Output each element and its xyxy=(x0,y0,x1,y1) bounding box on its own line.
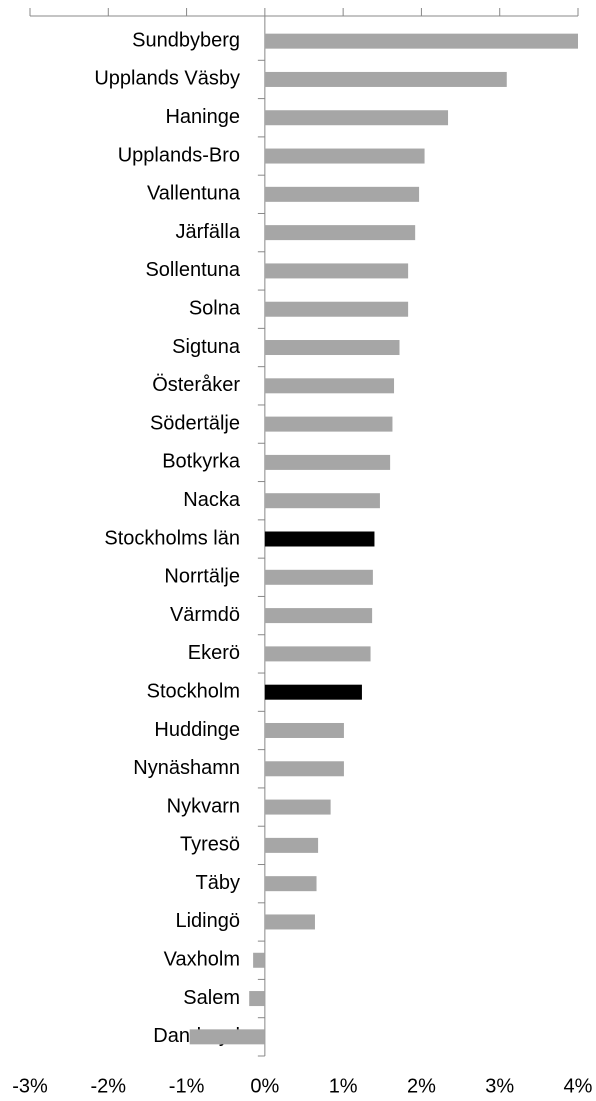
y-tick-label: Upplands Väsby xyxy=(94,68,240,90)
x-tick-label: 0% xyxy=(250,1075,279,1097)
y-tick-label: Tyresö xyxy=(180,834,240,856)
bar xyxy=(264,799,331,815)
bar xyxy=(264,837,319,853)
y-tick-label: Upplands-Bro xyxy=(118,144,240,166)
x-tick-label: 1% xyxy=(329,1075,358,1097)
x-tick-label: -1% xyxy=(169,1075,205,1097)
bar xyxy=(264,110,449,126)
y-tick-label: Lidingö xyxy=(175,910,240,932)
y-tick-label: Stockholms län xyxy=(104,527,240,549)
y-tick-label: Vaxholm xyxy=(164,949,240,971)
y-tick-label: Södertälje xyxy=(150,412,240,434)
y-tick-label: Sigtuna xyxy=(172,336,241,358)
y-tick-label: Vallentuna xyxy=(147,183,241,205)
y-tick-label: Ekerö xyxy=(188,642,240,664)
y-tick-label: Värmdö xyxy=(170,604,240,626)
bar xyxy=(264,493,380,509)
bar xyxy=(264,301,409,317)
bar xyxy=(264,684,362,700)
y-tick-label: Norrtälje xyxy=(164,566,240,588)
x-tick-label: -3% xyxy=(12,1075,48,1097)
bar xyxy=(264,914,315,930)
bar xyxy=(264,722,344,738)
y-tick-label: Sollentuna xyxy=(145,259,240,281)
x-tick-label: 2% xyxy=(407,1075,436,1097)
bar xyxy=(264,71,507,87)
y-tick-label: Täby xyxy=(196,872,240,894)
bar xyxy=(264,761,344,777)
y-tick-label: Järfälla xyxy=(176,221,241,243)
bar xyxy=(264,608,373,624)
bar xyxy=(264,225,416,241)
x-tick-label: 4% xyxy=(564,1075,593,1097)
bar xyxy=(264,646,371,662)
bar xyxy=(189,1029,265,1045)
bar xyxy=(264,378,395,394)
y-tick-label: Salem xyxy=(183,987,240,1009)
bar xyxy=(264,569,373,585)
bar xyxy=(249,991,265,1007)
bar xyxy=(264,340,400,356)
bar xyxy=(264,148,425,164)
y-tick-label: Solna xyxy=(189,298,241,320)
y-tick-label: Nynäshamn xyxy=(133,757,240,779)
bar xyxy=(264,416,393,432)
y-tick-label: Nykvarn xyxy=(167,795,240,817)
bar xyxy=(253,952,265,968)
y-tick-label: Huddinge xyxy=(154,719,240,741)
bar xyxy=(264,33,578,49)
y-tick-label: Haninge xyxy=(165,106,240,128)
y-tick-label: Sundbyberg xyxy=(132,29,240,51)
bar xyxy=(264,876,317,892)
bar xyxy=(264,263,409,279)
y-tick-label: Stockholm xyxy=(147,680,240,702)
y-tick-label: Nacka xyxy=(183,489,241,511)
bar xyxy=(264,186,420,202)
y-tick-label: Botkyrka xyxy=(162,451,241,473)
y-tick-label: Österåker xyxy=(152,374,240,396)
bar xyxy=(264,531,375,547)
x-tick-label: 3% xyxy=(485,1075,514,1097)
bar xyxy=(264,454,391,470)
x-tick-label: -2% xyxy=(90,1075,126,1097)
